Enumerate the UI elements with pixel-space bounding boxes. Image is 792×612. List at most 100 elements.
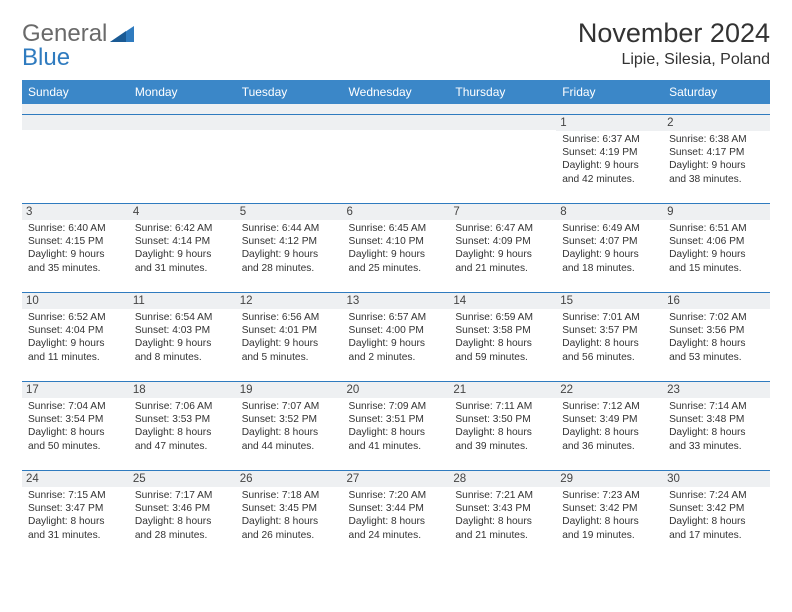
daylight-text: Daylight: 9 hours and 18 minutes.: [562, 248, 657, 275]
day-info: Sunrise: 6:56 AMSunset: 4:01 PMDaylight:…: [242, 311, 337, 365]
day-cell: 6Sunrise: 6:45 AMSunset: 4:10 PMDaylight…: [343, 203, 450, 292]
daylight-text: Daylight: 8 hours and 56 minutes.: [562, 337, 657, 364]
day-info: Sunrise: 6:45 AMSunset: 4:10 PMDaylight:…: [349, 222, 444, 276]
day-info: Sunrise: 6:42 AMSunset: 4:14 PMDaylight:…: [135, 222, 230, 276]
sunrise-text: Sunrise: 6:54 AM: [135, 311, 230, 324]
spacer-row: [22, 104, 770, 114]
day-number: 14: [449, 293, 556, 309]
day-info: Sunrise: 7:17 AMSunset: 3:46 PMDaylight:…: [135, 489, 230, 543]
sunset-text: Sunset: 3:56 PM: [669, 324, 764, 337]
sunrise-text: Sunrise: 6:52 AM: [28, 311, 123, 324]
day-info: Sunrise: 6:44 AMSunset: 4:12 PMDaylight:…: [242, 222, 337, 276]
daylight-text: Daylight: 9 hours and 15 minutes.: [669, 248, 764, 275]
daylight-text: Daylight: 8 hours and 26 minutes.: [242, 515, 337, 542]
sunset-text: Sunset: 4:00 PM: [349, 324, 444, 337]
sunrise-text: Sunrise: 6:45 AM: [349, 222, 444, 235]
day-cell: [22, 114, 129, 203]
day-cell: 7Sunrise: 6:47 AMSunset: 4:09 PMDaylight…: [449, 203, 556, 292]
sunrise-text: Sunrise: 7:06 AM: [135, 400, 230, 413]
week-row: 10Sunrise: 6:52 AMSunset: 4:04 PMDayligh…: [22, 292, 770, 381]
sunset-text: Sunset: 3:53 PM: [135, 413, 230, 426]
day-number: [22, 115, 129, 130]
daylight-text: Daylight: 9 hours and 38 minutes.: [669, 159, 764, 186]
daylight-text: Daylight: 8 hours and 28 minutes.: [135, 515, 230, 542]
day-info: Sunrise: 7:07 AMSunset: 3:52 PMDaylight:…: [242, 400, 337, 454]
triangle-icon: [110, 24, 136, 46]
sunrise-text: Sunrise: 6:47 AM: [455, 222, 550, 235]
day-number: 2: [663, 115, 770, 131]
day-number: 12: [236, 293, 343, 309]
sunset-text: Sunset: 4:01 PM: [242, 324, 337, 337]
sunrise-text: Sunrise: 7:09 AM: [349, 400, 444, 413]
day-number: 13: [343, 293, 450, 309]
day-cell: 21Sunrise: 7:11 AMSunset: 3:50 PMDayligh…: [449, 381, 556, 470]
sunset-text: Sunset: 3:48 PM: [669, 413, 764, 426]
sunset-text: Sunset: 4:14 PM: [135, 235, 230, 248]
day-number: [449, 115, 556, 130]
sunset-text: Sunset: 3:46 PM: [135, 502, 230, 515]
week-row: 17Sunrise: 7:04 AMSunset: 3:54 PMDayligh…: [22, 381, 770, 470]
daylight-text: Daylight: 9 hours and 28 minutes.: [242, 248, 337, 275]
day-header: Saturday: [663, 80, 770, 104]
sunset-text: Sunset: 4:19 PM: [562, 146, 657, 159]
day-number: [129, 115, 236, 130]
month-title: November 2024: [578, 18, 770, 49]
day-cell: 16Sunrise: 7:02 AMSunset: 3:56 PMDayligh…: [663, 292, 770, 381]
sunrise-text: Sunrise: 6:49 AM: [562, 222, 657, 235]
sunrise-text: Sunrise: 7:12 AM: [562, 400, 657, 413]
day-cell: 14Sunrise: 6:59 AMSunset: 3:58 PMDayligh…: [449, 292, 556, 381]
calendar-body: 1Sunrise: 6:37 AMSunset: 4:19 PMDaylight…: [22, 114, 770, 559]
sunset-text: Sunset: 3:58 PM: [455, 324, 550, 337]
day-info: Sunrise: 7:23 AMSunset: 3:42 PMDaylight:…: [562, 489, 657, 543]
day-info: Sunrise: 7:24 AMSunset: 3:42 PMDaylight:…: [669, 489, 764, 543]
sunrise-text: Sunrise: 7:01 AM: [562, 311, 657, 324]
sunrise-text: Sunrise: 6:44 AM: [242, 222, 337, 235]
day-cell: 9Sunrise: 6:51 AMSunset: 4:06 PMDaylight…: [663, 203, 770, 292]
day-info: Sunrise: 7:14 AMSunset: 3:48 PMDaylight:…: [669, 400, 764, 454]
day-cell: 15Sunrise: 7:01 AMSunset: 3:57 PMDayligh…: [556, 292, 663, 381]
day-number: 17: [22, 382, 129, 398]
day-cell: 28Sunrise: 7:21 AMSunset: 3:43 PMDayligh…: [449, 470, 556, 559]
calendar-page: General Blue November 2024 Lipie, Silesi…: [0, 0, 792, 571]
day-number: [343, 115, 450, 130]
sunset-text: Sunset: 3:50 PM: [455, 413, 550, 426]
sunset-text: Sunset: 4:09 PM: [455, 235, 550, 248]
week-row: 1Sunrise: 6:37 AMSunset: 4:19 PMDaylight…: [22, 114, 770, 203]
day-cell: 10Sunrise: 6:52 AMSunset: 4:04 PMDayligh…: [22, 292, 129, 381]
sunset-text: Sunset: 4:07 PM: [562, 235, 657, 248]
day-info: Sunrise: 7:12 AMSunset: 3:49 PMDaylight:…: [562, 400, 657, 454]
day-number: 30: [663, 471, 770, 487]
daylight-text: Daylight: 8 hours and 17 minutes.: [669, 515, 764, 542]
day-info: Sunrise: 6:37 AMSunset: 4:19 PMDaylight:…: [562, 133, 657, 187]
sunset-text: Sunset: 3:57 PM: [562, 324, 657, 337]
calendar-table: Sunday Monday Tuesday Wednesday Thursday…: [22, 80, 770, 559]
day-number: 10: [22, 293, 129, 309]
day-cell: 4Sunrise: 6:42 AMSunset: 4:14 PMDaylight…: [129, 203, 236, 292]
day-number: 28: [449, 471, 556, 487]
sunrise-text: Sunrise: 7:15 AM: [28, 489, 123, 502]
sunrise-text: Sunrise: 7:02 AM: [669, 311, 764, 324]
day-cell: 1Sunrise: 6:37 AMSunset: 4:19 PMDaylight…: [556, 114, 663, 203]
day-cell: 13Sunrise: 6:57 AMSunset: 4:00 PMDayligh…: [343, 292, 450, 381]
day-number: 21: [449, 382, 556, 398]
daylight-text: Daylight: 9 hours and 31 minutes.: [135, 248, 230, 275]
day-number: 26: [236, 471, 343, 487]
daylight-text: Daylight: 8 hours and 36 minutes.: [562, 426, 657, 453]
sunset-text: Sunset: 3:51 PM: [349, 413, 444, 426]
day-number: 7: [449, 204, 556, 220]
daylight-text: Daylight: 8 hours and 21 minutes.: [455, 515, 550, 542]
day-cell: [129, 114, 236, 203]
day-header: Sunday: [22, 80, 129, 104]
day-info: Sunrise: 6:38 AMSunset: 4:17 PMDaylight:…: [669, 133, 764, 187]
daylight-text: Daylight: 8 hours and 31 minutes.: [28, 515, 123, 542]
day-cell: [343, 114, 450, 203]
daylight-text: Daylight: 8 hours and 47 minutes.: [135, 426, 230, 453]
daylight-text: Daylight: 9 hours and 25 minutes.: [349, 248, 444, 275]
day-header-row: Sunday Monday Tuesday Wednesday Thursday…: [22, 80, 770, 104]
day-number: [236, 115, 343, 130]
sunrise-text: Sunrise: 6:37 AM: [562, 133, 657, 146]
day-header: Wednesday: [343, 80, 450, 104]
day-cell: 29Sunrise: 7:23 AMSunset: 3:42 PMDayligh…: [556, 470, 663, 559]
sunset-text: Sunset: 3:49 PM: [562, 413, 657, 426]
brand-part2: Blue: [22, 44, 70, 71]
